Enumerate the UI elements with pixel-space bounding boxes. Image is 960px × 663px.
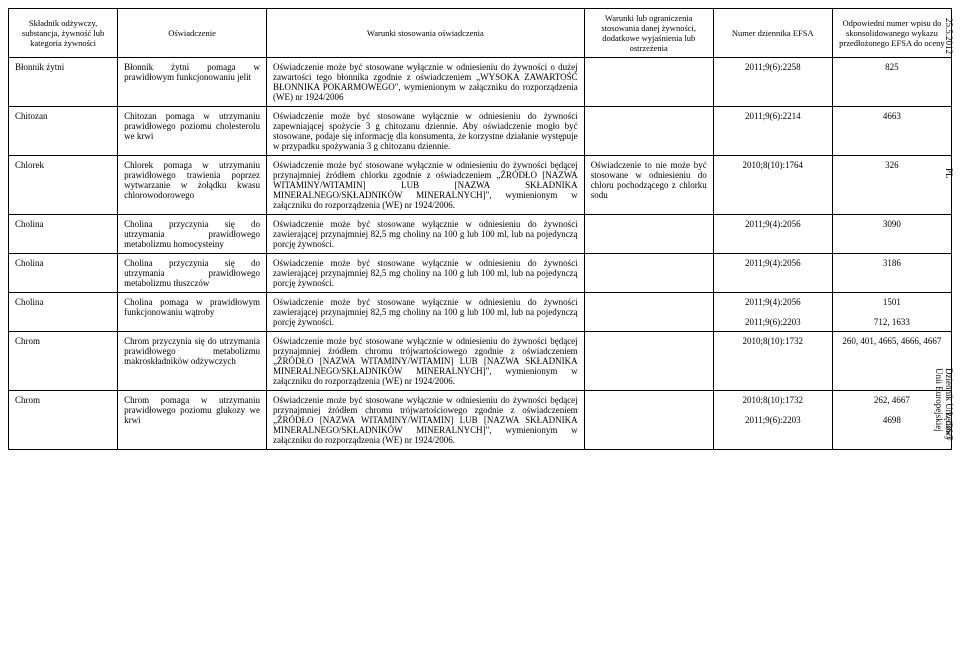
cell-entry-number: 825 xyxy=(832,58,951,107)
header-c4: Warunki lub ograniczenia stosowania dane… xyxy=(584,9,713,58)
cell-conditions: Oświadczenie może być stosowane wyłączni… xyxy=(267,391,585,450)
margin-date: 25.5.2012 xyxy=(944,18,954,54)
header-c3: Warunki stosowania oświadczenia xyxy=(267,9,585,58)
cell-claim: Chrom przyczynia się do utrzymania prawi… xyxy=(118,332,267,391)
claims-table: Składnik odżywczy, substancja, żywność l… xyxy=(8,8,952,450)
margin-pl: PL xyxy=(944,168,954,179)
cell-efsa-number: 2010;8(10):1732 xyxy=(713,332,832,391)
cell-efsa-number: 2010;8(10):17322011;9(6):2203 xyxy=(713,391,832,450)
cell-substance: Cholina xyxy=(9,254,118,293)
cell-restrictions xyxy=(584,391,713,450)
cell-restrictions xyxy=(584,107,713,156)
header-row: Składnik odżywczy, substancja, żywność l… xyxy=(9,9,952,58)
cell-entry-number: 4663 xyxy=(832,107,951,156)
cell-efsa-number: 2011;9(4):2056 xyxy=(713,254,832,293)
margin-page: L 136/7 xyxy=(944,412,954,440)
cell-substance: Chrom xyxy=(9,332,118,391)
cell-efsa-number: 2011;9(4):2056 xyxy=(713,215,832,254)
cell-conditions: Oświadczenie może być stosowane wyłączni… xyxy=(267,332,585,391)
cell-substance: Cholina xyxy=(9,215,118,254)
cell-restrictions: Oświadczenie to nie może być stosowane w… xyxy=(584,156,713,215)
table-row: ChromChrom przyczynia się do utrzymania … xyxy=(9,332,952,391)
table-row: CholinaCholina pomaga w prawidłowym funk… xyxy=(9,293,952,332)
cell-efsa-number: 2010;8(10):1764 xyxy=(713,156,832,215)
cell-substance: Błonnik żytni xyxy=(9,58,118,107)
cell-entry-number: 1501712, 1633 xyxy=(832,293,951,332)
header-c5: Numer dziennika EFSA xyxy=(713,9,832,58)
cell-claim: Cholina przyczynia się do utrzymania pra… xyxy=(118,254,267,293)
cell-efsa-number: 2011;9(6):2258 xyxy=(713,58,832,107)
cell-claim: Cholina przyczynia się do utrzymania pra… xyxy=(118,215,267,254)
header-c6: Odpowiedni numer wpisu do skonsolidowane… xyxy=(832,9,951,58)
cell-efsa-number: 2011;9(4):20562011;9(6):2203 xyxy=(713,293,832,332)
cell-restrictions xyxy=(584,215,713,254)
cell-conditions: Oświadczenie może być stosowane wyłączni… xyxy=(267,156,585,215)
cell-conditions: Oświadczenie może być stosowane wyłączni… xyxy=(267,254,585,293)
cell-restrictions xyxy=(584,332,713,391)
cell-conditions: Oświadczenie może być stosowane wyłączni… xyxy=(267,293,585,332)
cell-restrictions xyxy=(584,58,713,107)
cell-claim: Cholina pomaga w prawidłowym funkcjonowa… xyxy=(118,293,267,332)
cell-entry-number: 3186 xyxy=(832,254,951,293)
cell-conditions: Oświadczenie może być stosowane wyłączni… xyxy=(267,215,585,254)
cell-restrictions xyxy=(584,254,713,293)
table-row: CholinaCholina przyczynia się do utrzyma… xyxy=(9,215,952,254)
header-c2: Oświadczenie xyxy=(118,9,267,58)
cell-substance: Chlorek xyxy=(9,156,118,215)
cell-claim: Chitozan pomaga w utrzymaniu prawidłoweg… xyxy=(118,107,267,156)
cell-restrictions xyxy=(584,293,713,332)
cell-conditions: Oświadczenie może być stosowane wyłączni… xyxy=(267,58,585,107)
cell-claim: Chrom pomaga w utrzymaniu prawidłowego p… xyxy=(118,391,267,450)
cell-entry-number: 3090 xyxy=(832,215,951,254)
cell-claim: Błonnik żytni pomaga w prawidłowym funkc… xyxy=(118,58,267,107)
cell-claim: Chlorek pomaga w utrzymaniu prawidłowego… xyxy=(118,156,267,215)
cell-conditions: Oświadczenie może być stosowane wyłączni… xyxy=(267,107,585,156)
table-row: ChitozanChitozan pomaga w utrzymaniu pra… xyxy=(9,107,952,156)
table-row: ChlorekChlorek pomaga w utrzymaniu prawi… xyxy=(9,156,952,215)
table-row: ChromChrom pomaga w utrzymaniu prawidłow… xyxy=(9,391,952,450)
page-wrap: 25.5.2012 PL Dziennik Urzędowy Unii Euro… xyxy=(8,8,952,450)
cell-efsa-number: 2011;9(6):2214 xyxy=(713,107,832,156)
cell-substance: Chrom xyxy=(9,391,118,450)
table-row: Błonnik żytniBłonnik żytni pomaga w praw… xyxy=(9,58,952,107)
cell-entry-number: 326 xyxy=(832,156,951,215)
header-c1: Składnik odżywczy, substancja, żywność l… xyxy=(9,9,118,58)
table-row: CholinaCholina przyczynia się do utrzyma… xyxy=(9,254,952,293)
cell-substance: Chitozan xyxy=(9,107,118,156)
cell-substance: Cholina xyxy=(9,293,118,332)
